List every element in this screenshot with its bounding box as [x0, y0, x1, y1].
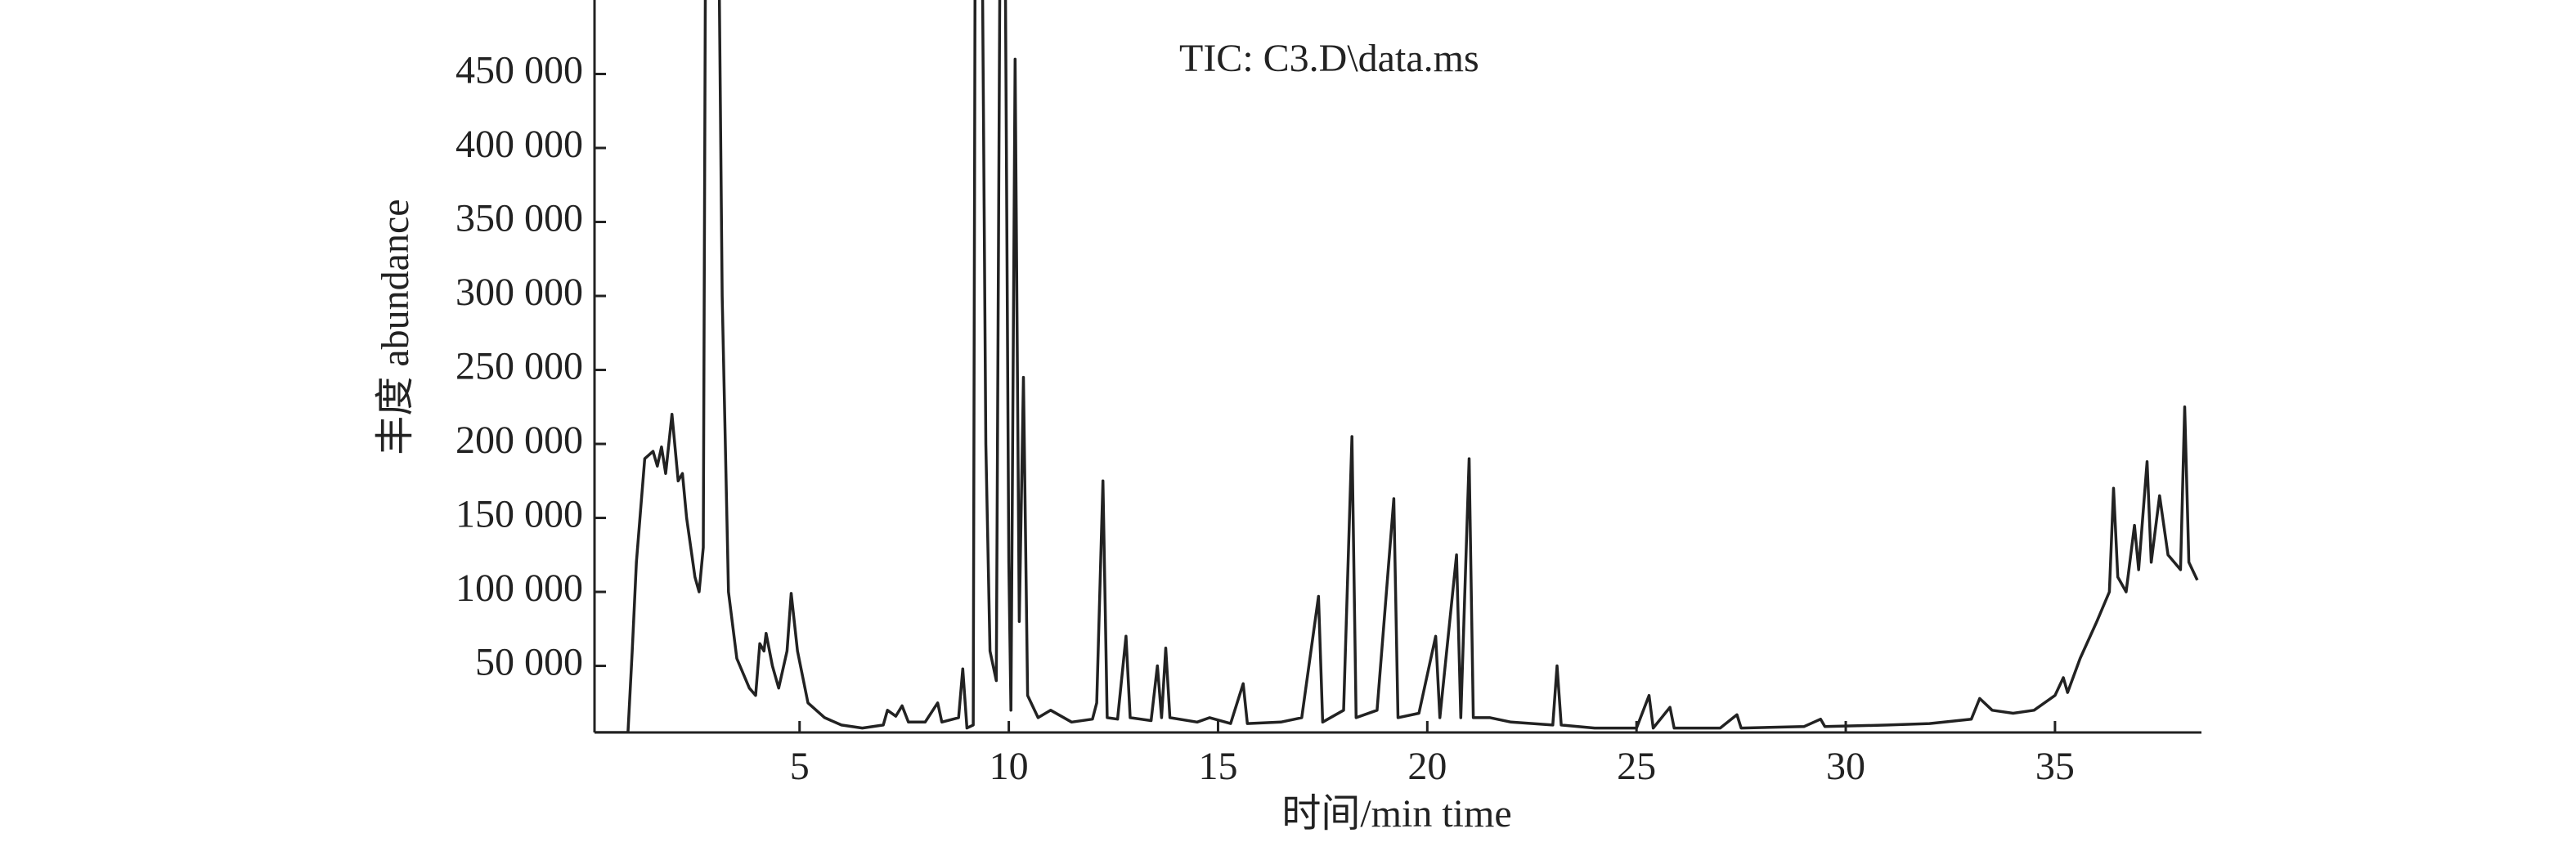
- y-tick-label: 400 000: [456, 123, 583, 166]
- data-line: [595, 0, 2199, 732]
- x-tick-label: 30: [1826, 745, 1865, 788]
- x-tick-label: 10: [990, 745, 1029, 788]
- x-tick-label: 5: [790, 745, 810, 788]
- y-tick-label: 250 000: [456, 345, 583, 388]
- y-tick-label: 200 000: [456, 419, 583, 462]
- x-tick-label: 20: [1407, 745, 1447, 788]
- x-axis-label: 时间/min time: [1281, 792, 1511, 835]
- y-tick-label: 100 000: [456, 567, 583, 610]
- annotation: TIC: C3.D\data.ms: [1179, 37, 1479, 80]
- y-tick-label: 300 000: [456, 271, 583, 314]
- y-tick-label: 450 000: [456, 49, 583, 92]
- y-tick-label: 50 000: [475, 641, 583, 684]
- y-tick-label: 150 000: [456, 493, 583, 536]
- x-tick-label: 15: [1198, 745, 1237, 788]
- x-tick-label: 25: [1617, 745, 1656, 788]
- y-tick-label: 350 000: [456, 197, 583, 240]
- x-tick-label: 35: [2035, 745, 2075, 788]
- y-axis-label: 丰度 abundance: [374, 199, 417, 455]
